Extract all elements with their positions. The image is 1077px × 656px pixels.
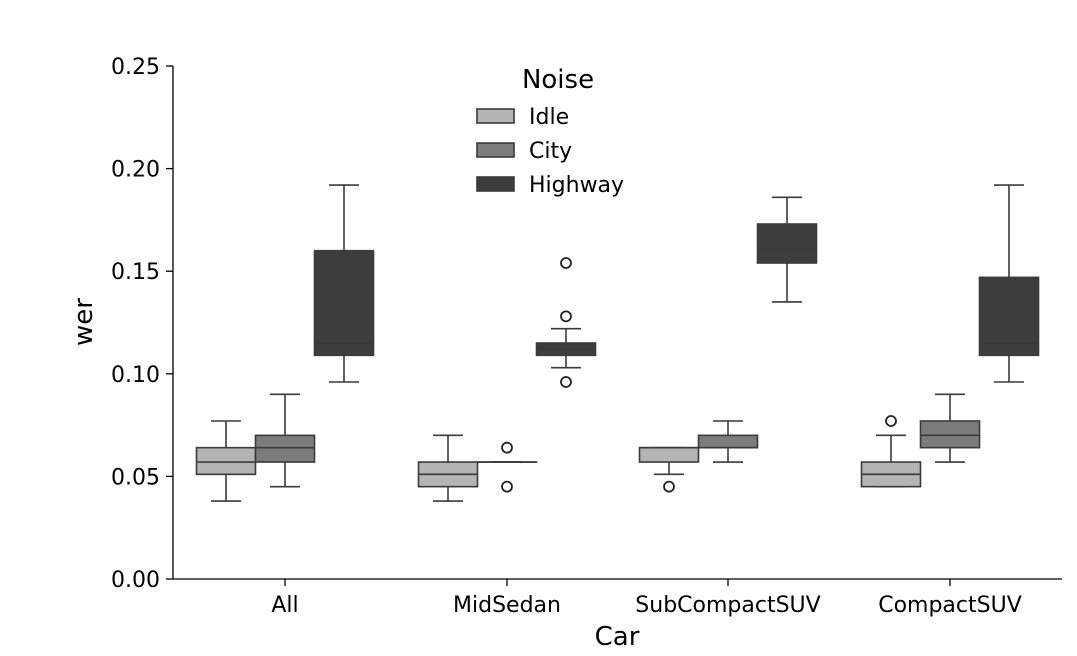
- box-iqr: [697, 434, 759, 449]
- box-city-all: [254, 393, 316, 488]
- y-axis: 0.00 0.05 0.10 0.15 0.20 0.25: [111, 55, 174, 593]
- y-tick-label: 0.25: [111, 55, 160, 80]
- series-idle: [195, 415, 922, 502]
- x-tick-label: SubCompactSUV: [635, 593, 820, 618]
- box-iqr: [313, 249, 375, 357]
- legend-entries: Idle City Highway: [476, 105, 624, 198]
- legend: Noise Idle City Highway: [476, 65, 624, 198]
- x-tick-label: CompactSUV: [878, 593, 1022, 618]
- legend-entry-idle: Idle: [476, 105, 569, 130]
- box-highway-all: [313, 184, 375, 383]
- legend-swatch: [476, 142, 515, 158]
- legend-swatch: [476, 176, 515, 192]
- x-tick-label: All: [271, 593, 298, 618]
- box-highway-compactsuv: [978, 184, 1040, 383]
- box-iqr: [756, 223, 818, 264]
- x-axis-label: Car: [595, 622, 640, 652]
- y-axis-label: wer: [69, 298, 99, 346]
- box-idle-subcompactsuv: [638, 446, 700, 493]
- plot-area: [195, 184, 1040, 502]
- y-tick-label: 0.15: [111, 260, 160, 285]
- legend-entry-city: City: [476, 139, 572, 164]
- box-city-midsedan: [476, 441, 538, 493]
- box-highway-subcompactsuv: [756, 196, 818, 303]
- series-city: [254, 393, 981, 493]
- legend-swatch: [476, 108, 515, 124]
- box-iqr: [254, 434, 316, 463]
- outlier-point: [885, 415, 897, 427]
- box-iqr: [919, 420, 981, 449]
- series-highway: [313, 184, 1040, 388]
- y-tick-label: 0.10: [111, 363, 160, 388]
- box-idle-midsedan: [417, 434, 479, 502]
- box-highway-midsedan: [535, 257, 597, 388]
- outlier-point: [501, 480, 513, 493]
- box-idle-compactsuv: [860, 415, 922, 488]
- box-city-compactsuv: [919, 393, 981, 463]
- box-idle-all: [195, 420, 257, 502]
- outlier-point: [560, 257, 572, 269]
- box-city-subcompactsuv: [697, 420, 759, 463]
- legend-label: Idle: [529, 105, 569, 130]
- outlier-point: [663, 480, 675, 493]
- legend-entry-highway: Highway: [476, 173, 624, 198]
- legend-title: Noise: [522, 65, 594, 95]
- y-tick-label: 0.00: [111, 568, 160, 593]
- legend-label: City: [529, 139, 572, 164]
- x-axis: All MidSedan SubCompactSUV CompactSUV: [173, 578, 1062, 618]
- legend-label: Highway: [529, 173, 624, 198]
- box-iqr: [195, 446, 257, 476]
- box-iqr: [638, 446, 700, 463]
- outlier-point: [560, 310, 572, 323]
- x-tick-label: MidSedan: [453, 593, 561, 618]
- outlier-point: [501, 441, 513, 454]
- outlier-point: [560, 376, 572, 388]
- y-tick-label: 0.05: [111, 465, 160, 490]
- y-tick-label: 0.20: [111, 158, 160, 183]
